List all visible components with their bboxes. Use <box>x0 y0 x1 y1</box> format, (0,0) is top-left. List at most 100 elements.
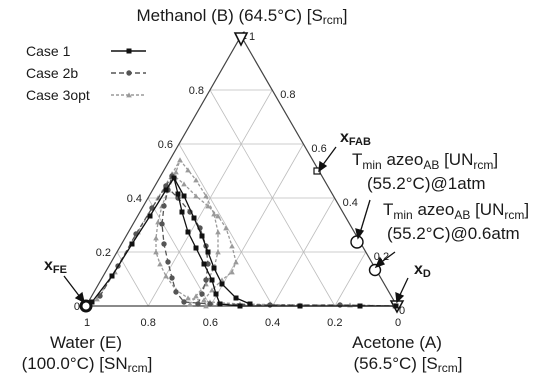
series-marker <box>193 193 199 199</box>
azeo-06atm-point <box>368 263 382 277</box>
series-marker <box>185 167 191 173</box>
series-marker <box>173 169 179 175</box>
series-marker <box>157 261 163 267</box>
right-tick-label: 1 <box>249 31 255 43</box>
series-marker <box>233 295 239 301</box>
series-marker <box>211 265 217 271</box>
grid-line-c <box>178 143 273 307</box>
series-line <box>96 159 396 307</box>
series-marker <box>165 259 171 265</box>
series-marker <box>147 213 153 219</box>
legend: Case 1 Case 2b Case 3opt <box>26 43 146 103</box>
series-marker <box>337 302 343 308</box>
series-marker <box>173 289 179 295</box>
series-marker <box>169 275 175 281</box>
series-marker <box>161 241 167 247</box>
triangle-grid <box>116 89 367 307</box>
series-marker <box>179 209 185 215</box>
xfe-arrowhead <box>74 291 85 304</box>
acetone-vertex-temp: (56.5°C) [Srcm] <box>353 354 462 375</box>
xfab-label: xFAB <box>340 129 371 148</box>
series-marker <box>97 293 103 299</box>
azeo-06atm-label-line2: (55.2°C)@0.6atm <box>387 224 520 243</box>
series-marker <box>229 243 235 249</box>
azeo-06atm-label-line1: Tmin azeoAB [UNrcm] <box>383 200 529 222</box>
series-marker <box>153 235 159 241</box>
series-marker <box>181 181 187 187</box>
series-marker <box>177 157 183 163</box>
series-marker <box>201 261 207 267</box>
series-marker <box>217 301 223 307</box>
series-marker <box>199 291 205 297</box>
series-marker <box>201 297 207 303</box>
series-marker <box>126 48 132 54</box>
bottom-tick-label: 0.8 <box>141 317 156 329</box>
xfab-arrow <box>321 146 337 167</box>
series-marker <box>181 193 187 199</box>
left-tick-label: 0 <box>74 301 80 313</box>
water-vertex-marker <box>79 299 93 313</box>
residue-curves <box>89 157 399 309</box>
bottom-tick-label: 0.6 <box>203 317 218 329</box>
left-tick-label: 0.2 <box>96 247 111 259</box>
legend-label: Case 3opt <box>26 87 90 103</box>
left-tick-label: 0.4 <box>127 193 142 205</box>
legend-label: Case 1 <box>26 43 71 59</box>
legend-label: Case 2b <box>26 65 78 81</box>
azeo-1atm-label-line1: Tmin azeoAB [UNrcm] <box>352 150 498 172</box>
methanol-vertex-label: Methanol (B) (64.5°C) [Srcm] <box>136 6 347 27</box>
series-marker <box>185 229 191 235</box>
series-marker <box>205 249 211 255</box>
series-marker <box>94 296 100 302</box>
series-marker <box>267 302 273 308</box>
left-tick-label: 0.6 <box>158 139 173 151</box>
water-vertex-temp: (100.0°C) [SNrcm] <box>22 354 153 375</box>
water-vertex-label: Water (E) <box>50 333 122 352</box>
xfab-arrowhead <box>318 160 328 173</box>
bottom-tick-label: 0 <box>395 317 401 329</box>
series-marker <box>155 219 161 225</box>
series-marker <box>185 295 191 301</box>
series-marker <box>219 281 225 287</box>
series-marker <box>129 241 135 247</box>
series-marker <box>89 299 95 305</box>
series-marker <box>205 203 211 209</box>
series-marker <box>237 303 243 309</box>
series-marker <box>213 291 219 297</box>
series-marker <box>161 203 167 209</box>
series-marker <box>171 175 177 181</box>
series-marker <box>215 229 221 235</box>
series-marker <box>203 277 209 283</box>
series-marker <box>175 191 181 197</box>
series-marker <box>209 287 215 293</box>
xfe-arrow <box>63 275 81 298</box>
series-marker <box>187 301 193 307</box>
series-marker <box>195 301 201 307</box>
series-marker <box>207 301 213 307</box>
left-tick-label: 0.8 <box>189 85 204 97</box>
series-case-1 <box>89 175 399 309</box>
series-marker <box>153 249 159 255</box>
series-marker <box>126 70 132 76</box>
series-marker <box>159 221 165 227</box>
bottom-tick-label: 0.2 <box>327 317 342 329</box>
series-marker <box>297 303 303 309</box>
series-marker <box>163 273 169 279</box>
grid-line-c <box>147 197 211 307</box>
series-marker <box>211 211 217 217</box>
series-marker <box>223 225 229 231</box>
acetone-vertex-label: Acetone (A) <box>352 333 442 352</box>
series-marker <box>126 92 132 98</box>
azeo-1atm-point <box>350 235 364 249</box>
right-tick-label: 0.2 <box>374 251 389 263</box>
series-marker <box>181 299 187 305</box>
grid-line-c <box>116 251 149 307</box>
methanol-vertex-marker <box>233 32 249 47</box>
xd-arrowhead <box>395 291 405 304</box>
right-tick-label: 0.4 <box>343 197 358 209</box>
right-tick-label: 0 <box>399 305 405 317</box>
series-marker <box>233 259 239 265</box>
bottom-tick-label: 0.4 <box>265 317 280 329</box>
series-marker <box>215 249 221 255</box>
